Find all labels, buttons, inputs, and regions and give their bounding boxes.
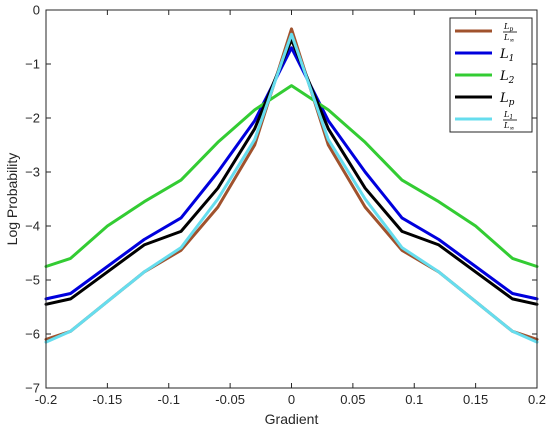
y-tick-label: −6 — [25, 327, 40, 342]
series-layer — [44, 27, 539, 344]
legend-label: L1 — [499, 47, 514, 64]
series-line-4 — [44, 32, 539, 344]
legend-label: Lp L∞ — [503, 22, 514, 44]
y-tick-label: −7 — [25, 381, 40, 396]
y-tick-label: −3 — [25, 165, 40, 180]
y-axis-label: Log Probability — [4, 153, 20, 246]
legend-label: L2 — [499, 69, 515, 86]
legend-label: Lp — [499, 91, 515, 108]
y-tick-label: −2 — [25, 111, 40, 126]
series-line-2 — [44, 84, 539, 268]
x-tick-label: -0.15 — [93, 392, 123, 407]
x-tick-label: 0.05 — [340, 392, 365, 407]
x-axis-label: Gradient — [265, 411, 319, 427]
y-tick-label: −1 — [25, 57, 40, 72]
x-tick-label: 0.15 — [463, 392, 488, 407]
series-line-1 — [44, 46, 539, 301]
series-line-3 — [44, 38, 539, 306]
y-tick-label: 0 — [33, 3, 40, 18]
legend-label: L1 L∞ — [503, 110, 514, 132]
legend: Lp L∞ L1 L2 Lp L1 L∞ — [449, 17, 533, 133]
y-tick-label: −4 — [25, 219, 40, 234]
y-tick-label: −5 — [25, 273, 40, 288]
x-tick-label: -0.1 — [158, 392, 180, 407]
x-tick-label: 0.2 — [528, 392, 546, 407]
x-tick-label: 0.1 — [405, 392, 423, 407]
x-tick-label: 0 — [288, 392, 295, 407]
x-tick-label: -0.05 — [215, 392, 245, 407]
ticks-layer: -0.2 -0.15 -0.1 -0.05 0 0.05 0.1 0.15 0.2 0 −1 −2 −3… — [25, 3, 546, 408]
x-tick-label: -0.2 — [35, 392, 57, 407]
